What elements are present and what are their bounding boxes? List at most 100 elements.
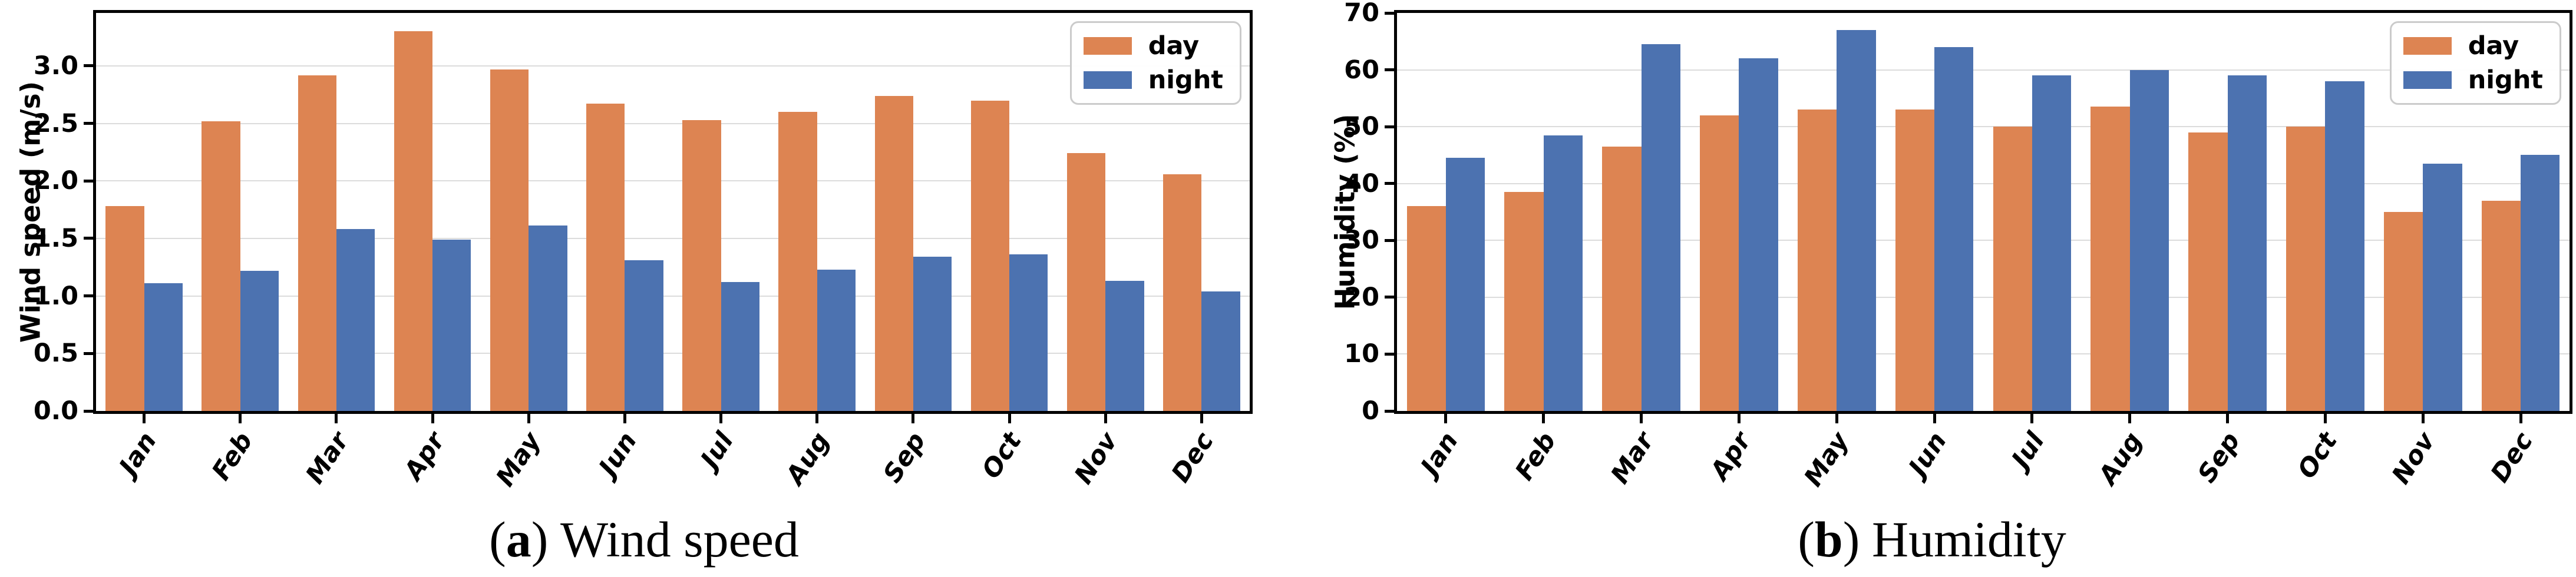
y-tick-mark: [84, 237, 93, 240]
gridline: [1397, 240, 2570, 241]
bar-night-nov: [1105, 281, 1144, 411]
y-tick-mark: [84, 351, 93, 355]
bar-day-oct: [970, 100, 1010, 411]
x-tick-mark: [1200, 414, 1203, 423]
bar-night-jun: [1934, 47, 1974, 411]
legend-label: day: [2468, 31, 2519, 61]
y-tick-label: 1.0: [33, 281, 78, 311]
y-tick-label: 2.5: [33, 108, 78, 138]
y-tick-label: 20: [1344, 282, 1379, 312]
gridline: [96, 237, 1250, 239]
gridline: [96, 65, 1250, 67]
gridline: [96, 122, 1250, 124]
wind-speed-plot-area: day night: [93, 10, 1253, 414]
x-tick-mark: [1542, 414, 1545, 423]
x-tick-mark: [1835, 414, 1838, 423]
x-tick-mark: [1444, 414, 1448, 423]
bar-day-apr: [394, 31, 433, 411]
caption-paren-close: ): [1842, 511, 1860, 568]
x-tick-mark: [2030, 414, 2034, 423]
x-tick-mark: [143, 414, 146, 423]
y-tick-label: 3.0: [33, 51, 78, 81]
legend-entry-day: day: [1083, 31, 1223, 61]
humidity-plot-area: day night: [1394, 10, 2572, 414]
y-tick-label: 0.0: [33, 396, 78, 426]
y-tick-mark: [1385, 238, 1394, 242]
x-tick-label: Mar: [1604, 427, 1660, 489]
gridline: [1397, 183, 2570, 184]
legend: day night: [1069, 21, 1241, 105]
x-tick-mark: [431, 414, 434, 423]
x-tick-label: Mar: [300, 427, 355, 489]
caption-marker: b: [1814, 511, 1843, 568]
x-tick-label: Sep: [877, 427, 932, 488]
x-tick-label: Jan: [113, 427, 163, 481]
x-tick-label: Apr: [1705, 427, 1758, 486]
x-tick-label: Oct: [2292, 427, 2344, 484]
gridline: [1397, 69, 2570, 71]
gridline: [1397, 296, 2570, 298]
caption-wind-speed: (a) Wind speed: [489, 510, 799, 569]
bar-day-dec: [2481, 200, 2521, 411]
legend-label: day: [1148, 31, 1200, 61]
bar-day-jan: [1406, 206, 1446, 411]
x-tick-label: Feb: [1509, 427, 1562, 486]
x-tick-mark: [2323, 414, 2327, 423]
bar-day-mar: [298, 75, 336, 411]
bar-day-sep: [874, 95, 913, 411]
x-tick-label: Dec: [2485, 427, 2539, 488]
bar-night-may: [1837, 29, 1876, 411]
bar-day-jan: [105, 206, 144, 411]
y-tick-mark: [1385, 182, 1394, 185]
bar-night-nov: [2423, 163, 2462, 411]
bar-night-mar: [336, 229, 375, 411]
bar-day-jun: [1895, 110, 1935, 411]
x-tick-mark: [1933, 414, 1936, 423]
y-tick-mark: [84, 122, 93, 125]
x-tick-mark: [623, 414, 626, 423]
legend-entry-day: day: [2403, 32, 2543, 59]
x-tick-mark: [1104, 414, 1107, 423]
caption-humidity: (b) Humidity: [1798, 510, 2066, 569]
y-tick-mark: [84, 64, 93, 68]
y-tick-label: 0: [1362, 396, 1379, 426]
bar-night-jan: [144, 283, 183, 411]
bar-day-jul: [682, 120, 721, 411]
gridline: [96, 353, 1250, 354]
bar-day-dec: [1163, 174, 1202, 411]
y-tick-mark: [1385, 352, 1394, 356]
gridline: [1397, 126, 2570, 128]
bar-day-apr: [1700, 115, 1739, 411]
night-color-swatch: [1083, 71, 1132, 89]
y-tick-mark: [84, 294, 93, 298]
bar-day-jul: [1993, 127, 2032, 411]
x-tick-mark: [2421, 414, 2425, 423]
caption-paren-open: (: [1798, 511, 1815, 568]
y-tick-mark: [84, 179, 93, 183]
legend-entry-night: night: [1083, 67, 1223, 94]
x-tick-mark: [719, 414, 723, 423]
x-tick-mark: [1737, 414, 1741, 423]
y-tick-label: 1.5: [33, 223, 78, 253]
x-tick-label: Dec: [1166, 427, 1220, 488]
x-tick-mark: [335, 414, 338, 423]
bar-day-aug: [778, 112, 817, 411]
night-color-swatch: [2403, 71, 2452, 89]
y-tick-mark: [1385, 296, 1394, 299]
bar-night-mar: [1641, 44, 1680, 411]
legend: day night: [2389, 21, 2561, 105]
y-tick-mark: [84, 409, 93, 413]
bar-night-jan: [1445, 158, 1485, 411]
bar-night-aug: [817, 269, 856, 411]
legend-label: night: [2468, 65, 2543, 95]
bar-day-may: [1797, 110, 1837, 411]
y-tick-label: 50: [1344, 112, 1379, 142]
bar-night-jul: [2032, 75, 2072, 411]
y-tick-mark: [1385, 125, 1394, 128]
bar-night-feb: [240, 270, 279, 411]
bar-day-nov: [2383, 212, 2423, 411]
caption-title: Humidity: [1872, 511, 2066, 568]
bar-night-aug: [2129, 69, 2169, 411]
x-tick-mark: [911, 414, 915, 423]
